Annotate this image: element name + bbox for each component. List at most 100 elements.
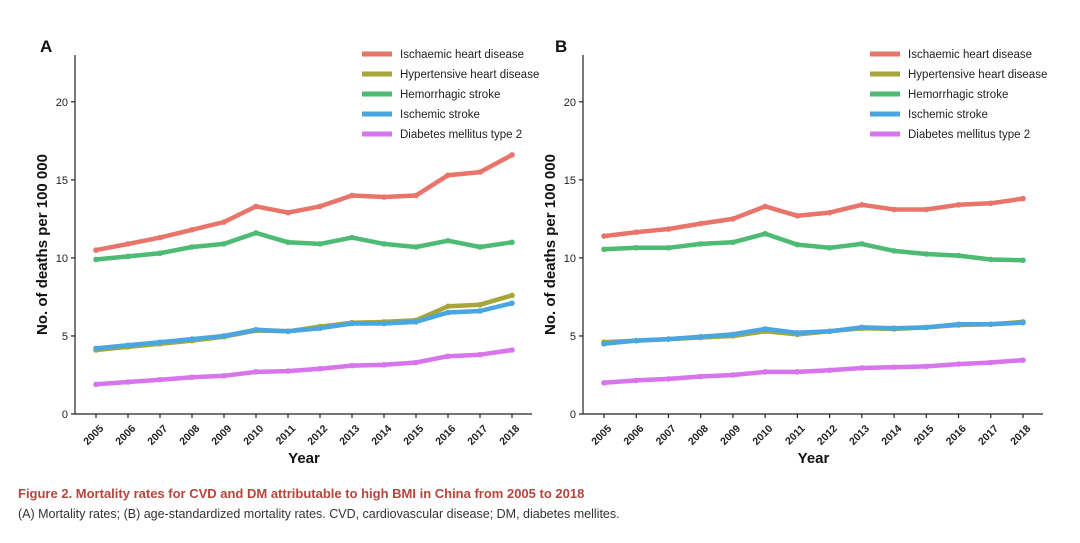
x-tick-label: 2015 — [401, 423, 426, 448]
data-point-ischaemic — [633, 229, 640, 235]
data-point-diabetes — [987, 359, 994, 366]
data-point-hemorrhagic — [349, 234, 355, 241]
data-point-ischaemic — [253, 203, 259, 210]
x-tick-label: 2008 — [686, 423, 711, 448]
legend-label: Hemorrhagic stroke — [400, 89, 500, 101]
data-point-hemorrhagic — [445, 237, 451, 244]
data-point-hemorrhagic — [317, 241, 323, 247]
series-line-diabetes — [601, 357, 1026, 386]
data-point-hemorrhagic — [987, 256, 994, 263]
data-point-diabetes — [633, 377, 640, 384]
data-point-ischemic — [285, 328, 291, 335]
data-point-diabetes — [253, 369, 259, 375]
data-point-diabetes — [601, 379, 607, 386]
panel-label: B — [555, 37, 567, 56]
data-point-hemorrhagic — [923, 251, 930, 257]
data-point-ischemic — [665, 336, 672, 342]
x-tick-label: 2008 — [177, 423, 202, 448]
x-tick-label: 2016 — [944, 423, 969, 448]
data-point-ischaemic — [509, 152, 515, 158]
data-point-ischemic — [381, 320, 387, 327]
data-point-diabetes — [859, 365, 865, 371]
data-point-ischaemic — [923, 206, 930, 213]
data-point-ischaemic — [413, 192, 419, 199]
data-point-hemorrhagic — [665, 244, 672, 251]
data-point-ischemic — [445, 309, 451, 316]
data-point-ischaemic — [477, 169, 483, 175]
y-axis-title: No. of deaths per 100 000 — [34, 154, 51, 335]
x-tick-label: 2018 — [1008, 423, 1033, 448]
data-point-hemorrhagic — [859, 241, 865, 247]
data-point-hemorrhagic — [762, 230, 768, 237]
data-point-hemorrhagic — [381, 241, 387, 247]
data-point-ischemic — [859, 324, 865, 331]
x-tick-label: 2005 — [589, 423, 614, 448]
data-point-ischemic — [221, 333, 227, 339]
series-line-diabetes — [93, 347, 515, 387]
data-point-diabetes — [221, 372, 227, 379]
y-tick-label: 10 — [564, 253, 576, 265]
data-point-diabetes — [189, 374, 195, 381]
data-point-diabetes — [93, 381, 99, 388]
data-point-ischemic — [794, 330, 801, 336]
data-point-diabetes — [125, 379, 131, 385]
data-point-ischemic — [125, 342, 131, 349]
data-point-hemorrhagic — [697, 241, 704, 247]
data-point-diabetes — [349, 362, 355, 369]
data-point-hypertensive — [477, 301, 483, 308]
data-point-ischaemic — [697, 220, 704, 227]
data-point-ischemic — [509, 300, 515, 306]
legend-label: Hypertensive heart disease — [400, 69, 539, 81]
x-tick-label: 2009 — [209, 423, 234, 448]
data-point-hemorrhagic — [826, 244, 833, 251]
data-point-ischaemic — [125, 241, 131, 247]
data-point-ischemic — [349, 320, 355, 327]
data-point-ischaemic — [157, 234, 163, 241]
panel-label: A — [40, 37, 52, 56]
data-point-diabetes — [923, 363, 930, 370]
series-line-ischemic — [93, 300, 515, 351]
data-point-ischemic — [601, 340, 607, 347]
data-point-hemorrhagic — [189, 244, 195, 250]
data-point-hemorrhagic — [253, 230, 259, 236]
data-point-diabetes — [794, 369, 801, 375]
data-point-ischaemic — [445, 172, 451, 178]
data-point-ischemic — [923, 324, 930, 331]
data-point-ischemic — [1020, 319, 1026, 326]
data-point-hemorrhagic — [125, 253, 131, 260]
x-tick-label: 2014 — [369, 423, 394, 448]
data-point-diabetes — [730, 372, 736, 378]
x-tick-label: 2010 — [750, 423, 775, 448]
series-line-hemorrhagic — [93, 230, 515, 262]
data-point-diabetes — [697, 373, 704, 380]
data-point-diabetes — [891, 364, 897, 370]
x-axis-title: Year — [798, 450, 830, 467]
y-tick-label: 20 — [564, 97, 576, 109]
data-point-hemorrhagic — [1020, 257, 1026, 264]
x-tick-label: 2006 — [621, 423, 646, 448]
data-point-ischemic — [891, 325, 897, 331]
y-tick-label: 15 — [56, 175, 68, 187]
y-axis-title: No. of deaths per 100 000 — [542, 154, 559, 335]
legend-label: Hemorrhagic stroke — [908, 89, 1008, 101]
data-point-hemorrhagic — [730, 239, 736, 246]
data-point-diabetes — [317, 365, 323, 372]
x-tick-label: 2014 — [879, 423, 904, 448]
x-tick-label: 2007 — [145, 423, 170, 448]
data-point-hypertensive — [445, 303, 451, 310]
x-axis-title: Year — [288, 450, 320, 467]
data-point-ischaemic — [987, 200, 994, 207]
y-tick-label: 0 — [570, 409, 576, 421]
y-tick-label: 15 — [564, 175, 576, 187]
data-point-diabetes — [826, 367, 833, 374]
legend-label: Diabetes mellitus type 2 — [908, 129, 1030, 141]
legend: Ischaemic heart disease Hypertensive hear… — [362, 49, 539, 141]
data-point-hemorrhagic — [221, 241, 227, 247]
data-point-diabetes — [157, 376, 163, 383]
data-point-ischaemic — [665, 226, 672, 232]
legend-label: Ischemic stroke — [908, 109, 988, 121]
data-point-ischemic — [762, 326, 768, 332]
data-point-ischemic — [987, 321, 994, 328]
